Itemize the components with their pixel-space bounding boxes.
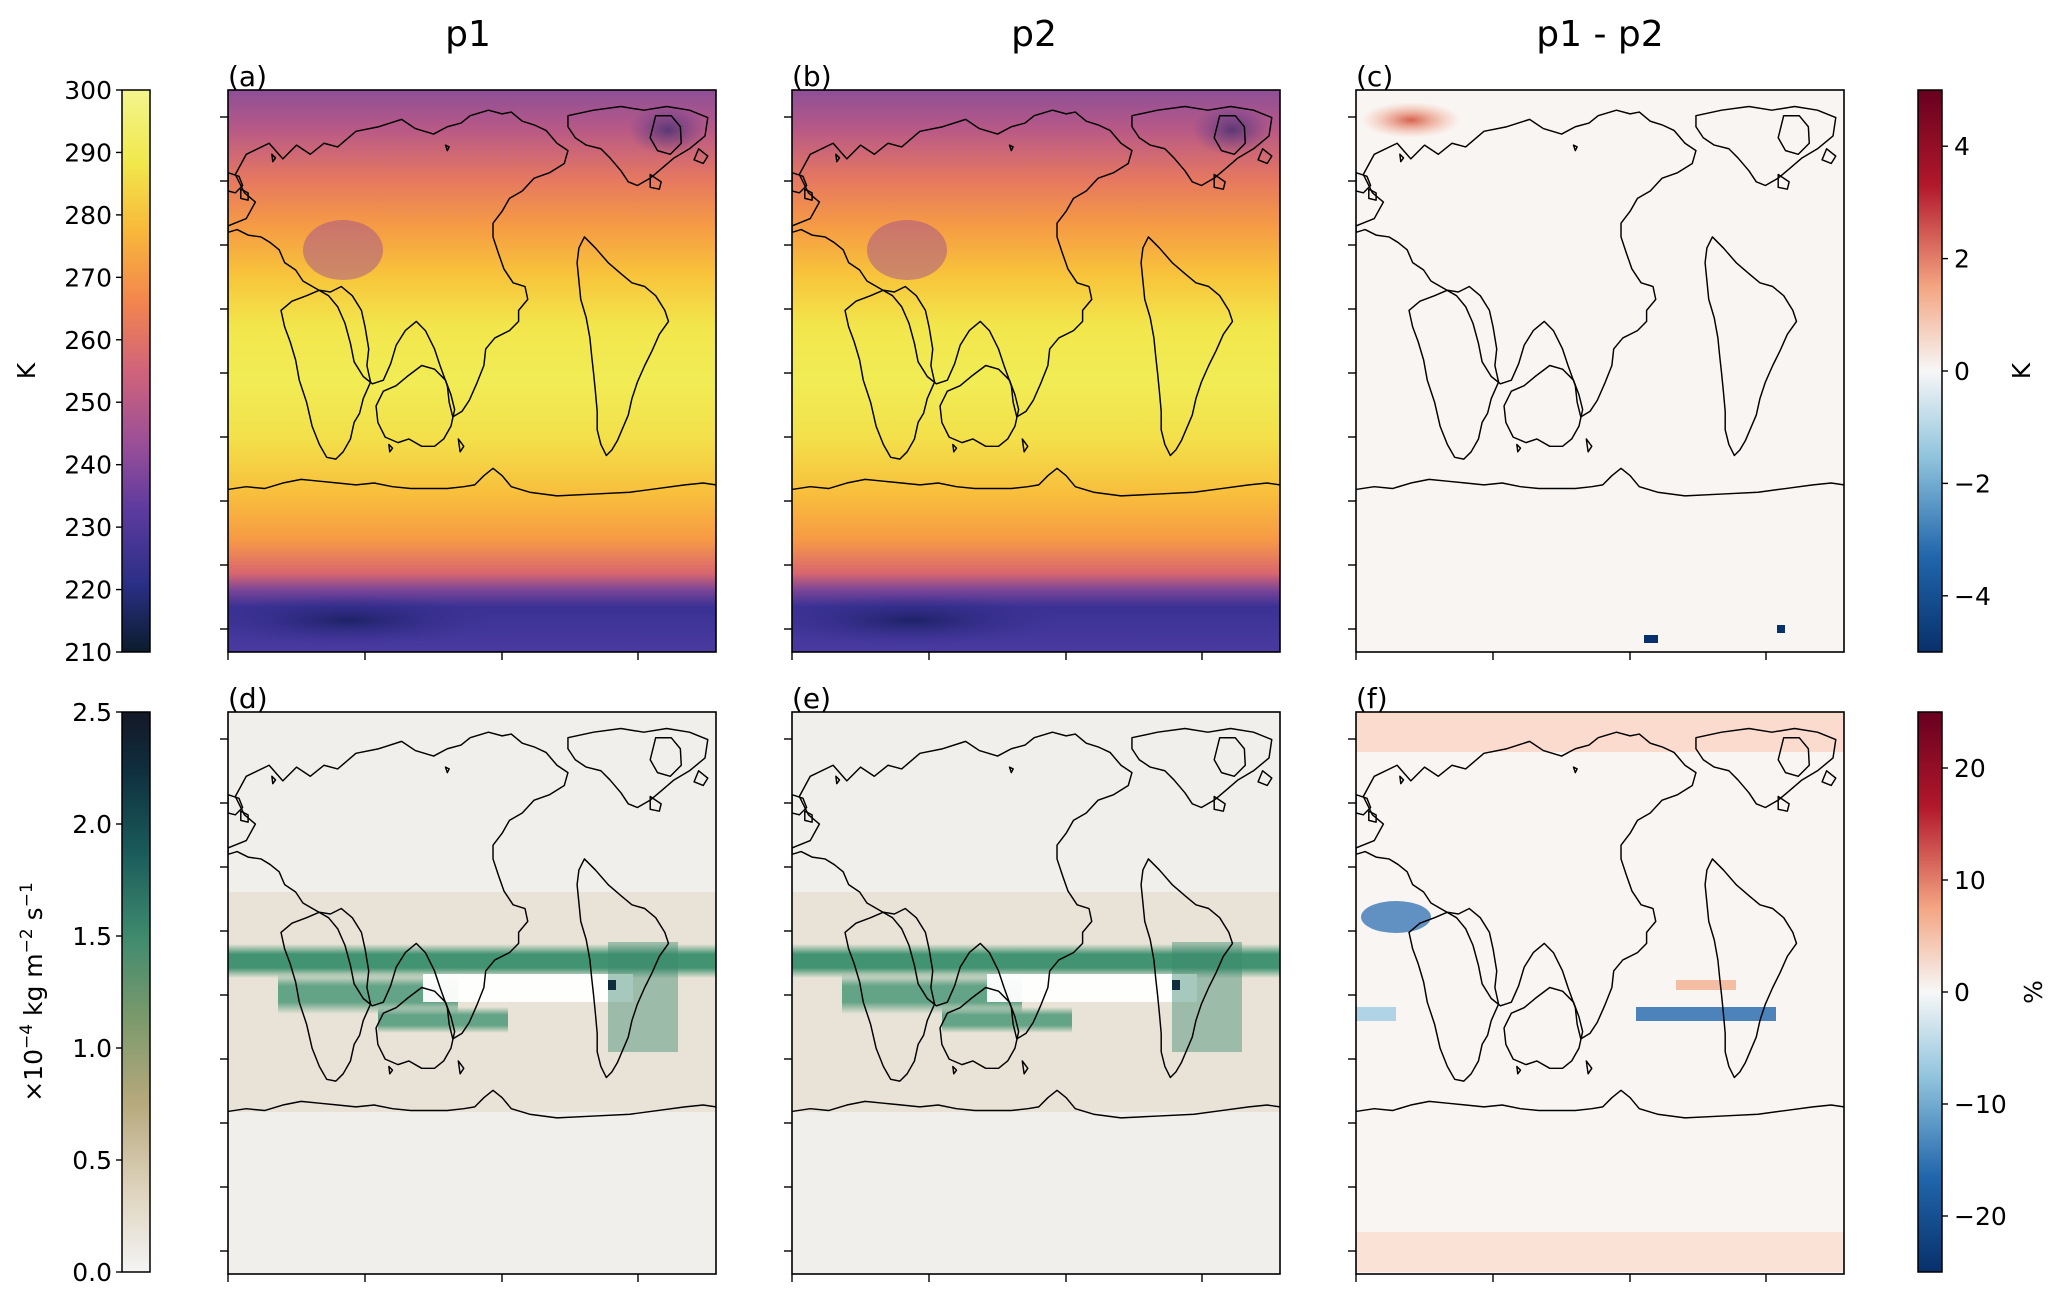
column-title-diff: p1 - p2 <box>1536 14 1663 55</box>
colorbar-temperature-diff-ticks: 4 2 0 −2 −4 <box>1942 132 1991 611</box>
map-y-ticks <box>1348 738 1356 1252</box>
map-panels: (a) (b) (c) (d) (e) (f) <box>220 60 1845 1282</box>
colorbar-tick-label: 290 <box>64 138 112 167</box>
map-frame <box>791 711 1281 1275</box>
map-x-ticks <box>791 1274 1203 1282</box>
colorbar-tick-label: 2 <box>1954 245 1970 274</box>
colorbar-precipitation-diff: 20 10 0 −10 −20 % <box>1917 711 2048 1273</box>
panel-label: (e) <box>792 682 831 715</box>
map-panel-a: (a) <box>220 60 717 660</box>
colorbar-temperature-diff-label: K <box>2007 362 2036 379</box>
map-field <box>792 90 1280 652</box>
map-frame <box>227 89 717 653</box>
colorbar-tick-label: 10 <box>1954 866 1986 895</box>
colorbar-precipitation-scale <box>121 711 151 1273</box>
colorbar-tick-label: 300 <box>64 76 112 105</box>
map-y-ticks <box>784 738 792 1252</box>
colorbar-temperature-diff: 4 2 0 −2 −4 K <box>1917 89 2036 653</box>
colorbar-tick-label: 260 <box>64 326 112 355</box>
colorbar-precipitation-label-main: ×10 <box>19 1049 48 1102</box>
colorbar-tick-label: 4 <box>1954 132 1970 161</box>
column-title-p1: p1 <box>445 14 491 55</box>
colorbar-tick-label: 0 <box>1954 357 1970 386</box>
colorbar-tick-label: 1.0 <box>72 1034 112 1063</box>
map-field <box>1356 90 1844 652</box>
map-y-ticks <box>784 116 792 630</box>
column-titles: p1 p2 p1 - p2 <box>445 14 1664 55</box>
colorbar-tick-label: 220 <box>64 576 112 605</box>
map-field <box>792 712 1280 1274</box>
colorbar-precipitation: 2.5 2.0 1.5 1.0 0.5 0.0 ×10−4 kg m−2 s−1 <box>17 698 151 1287</box>
map-panel-c: (c) <box>1348 60 1845 660</box>
colorbar-precipitation-diff-label: % <box>2019 980 2048 1004</box>
colorbar-precipitation-label: ×10−4 kg m−2 s−1 <box>17 882 48 1102</box>
colorbar-precipitation-label-exp3: −1 <box>17 882 37 907</box>
colorbar-precipitation-label-unit: kg m <box>19 953 48 1024</box>
colorbar-tick-label: 210 <box>64 638 112 667</box>
panel-label: (a) <box>228 60 267 93</box>
map-field <box>228 90 716 652</box>
map-y-ticks <box>220 738 228 1252</box>
map-x-ticks <box>1355 652 1767 660</box>
map-panel-b: (b) <box>784 60 1281 660</box>
colorbar-precipitation-label-exp: −4 <box>17 1024 37 1049</box>
map-panel-d: (d) <box>220 682 717 1282</box>
colorbar-tick-label: 0 <box>1954 978 1970 1007</box>
colorbar-tick-label: −20 <box>1954 1202 2007 1231</box>
map-frame <box>227 711 717 1275</box>
map-frame <box>1355 711 1845 1275</box>
colorbar-precipitation-label-exp2: −2 <box>17 928 37 953</box>
colorbar-temperature-ticks: 300 290 280 270 260 250 240 230 220 210 <box>64 76 122 667</box>
map-y-ticks <box>1348 116 1356 630</box>
column-title-p2: p2 <box>1011 14 1057 55</box>
map-x-ticks <box>227 1274 639 1282</box>
colorbar-precipitation-label-unit2: s <box>19 907 48 928</box>
colorbar-temperature: 300 290 280 270 260 250 240 230 220 210 K <box>12 76 151 667</box>
map-x-ticks <box>227 652 639 660</box>
map-frame <box>1355 89 1845 653</box>
map-frame <box>791 89 1281 653</box>
colorbar-tick-label: 2.0 <box>72 810 112 839</box>
panel-label: (f) <box>1356 682 1388 715</box>
colorbar-precipitation-ticks: 2.5 2.0 1.5 1.0 0.5 0.0 <box>72 698 122 1287</box>
map-field <box>1356 712 1844 1274</box>
colorbar-tick-label: 0.5 <box>72 1146 112 1175</box>
colorbar-tick-label: 1.5 <box>72 922 112 951</box>
colorbar-tick-label: −10 <box>1954 1090 2007 1119</box>
colorbar-temperature-scale <box>121 89 151 653</box>
map-x-ticks <box>1355 1274 1767 1282</box>
colorbar-tick-label: 270 <box>64 263 112 292</box>
map-panel-f: (f) <box>1348 682 1845 1282</box>
panel-label: (d) <box>228 682 268 715</box>
colorbar-precipitation-diff-scale <box>1917 711 1943 1273</box>
colorbar-tick-label: 2.5 <box>72 698 112 727</box>
panel-label: (b) <box>792 60 832 93</box>
colorbar-precipitation-diff-ticks: 20 10 0 −10 −20 <box>1942 754 2007 1231</box>
colorbar-temperature-diff-scale <box>1917 89 1943 653</box>
colorbar-tick-label: −4 <box>1954 582 1991 611</box>
panel-label: (c) <box>1356 60 1393 93</box>
colorbar-tick-label: 240 <box>64 451 112 480</box>
colorbar-tick-label: 20 <box>1954 754 1986 783</box>
map-panel-e: (e) <box>784 682 1281 1282</box>
colorbar-temperature-label: K <box>12 362 41 379</box>
colorbar-tick-label: 230 <box>64 513 112 542</box>
map-field <box>228 712 716 1274</box>
map-y-ticks <box>220 116 228 630</box>
colorbar-tick-label: −2 <box>1954 469 1991 498</box>
colorbar-tick-label: 250 <box>64 388 112 417</box>
map-x-ticks <box>791 652 1203 660</box>
colorbar-tick-label: 0.0 <box>72 1258 112 1287</box>
colorbar-tick-label: 280 <box>64 201 112 230</box>
